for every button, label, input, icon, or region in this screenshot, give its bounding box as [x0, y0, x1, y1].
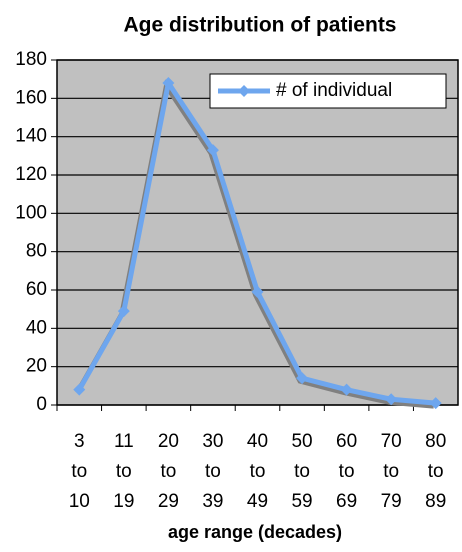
x-tick-label: 50 to 59 — [291, 431, 312, 512]
y-tick-label: 120 — [15, 164, 47, 185]
x-tick-label: 11 to 19 — [113, 431, 134, 512]
y-tick-label: 80 — [26, 241, 47, 262]
x-axis-label: age range (decades) — [168, 522, 342, 542]
x-tick-label: 70 to 79 — [381, 431, 402, 512]
x-tick-label: 80 to 89 — [425, 431, 446, 512]
marker — [162, 77, 175, 89]
x-tick-label: 40 to 49 — [247, 431, 268, 512]
x-tick-label: 20 to 29 — [158, 431, 179, 512]
legend-label: # of individual — [276, 80, 392, 101]
marker — [206, 144, 219, 157]
marker — [385, 393, 398, 406]
marker — [73, 383, 86, 396]
y-tick-label: 60 — [26, 279, 47, 300]
marker — [117, 305, 130, 318]
y-tick-label: 140 — [15, 126, 47, 147]
marker — [340, 383, 353, 396]
y-tick-label: 180 — [15, 49, 47, 70]
x-tick-label: 30 to 39 — [202, 431, 223, 512]
marker — [429, 397, 442, 410]
x-tick-label: 3 to 10 — [69, 431, 90, 512]
y-tick-label: 160 — [15, 87, 47, 108]
legend-marker — [238, 85, 250, 97]
plot-border — [56, 59, 459, 406]
y-tick-label: 100 — [15, 202, 47, 223]
marker — [251, 285, 264, 298]
y-tick-label: 0 — [36, 394, 47, 415]
y-tick-label: 20 — [26, 356, 47, 377]
plot-area — [57, 60, 458, 405]
chart-title: Age distribution of patients — [124, 14, 397, 37]
x-tick-label: 60 to 69 — [336, 431, 357, 512]
y-tick-label: 40 — [26, 317, 47, 338]
marker — [296, 372, 309, 385]
